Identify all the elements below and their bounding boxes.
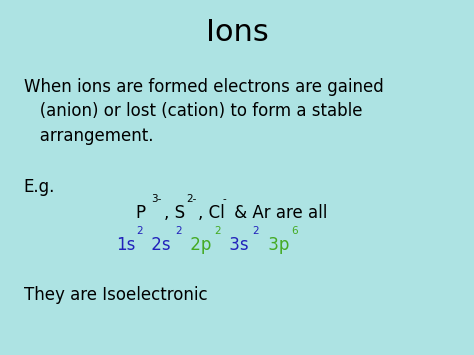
Text: & Ar are all: & Ar are all [229, 204, 328, 222]
Text: 3s: 3s [224, 236, 249, 254]
Text: When ions are formed electrons are gained
   (anion) or lost (cation) to form a : When ions are formed electrons are gaine… [24, 78, 383, 145]
Text: 2: 2 [214, 226, 220, 236]
Text: E.g.: E.g. [24, 178, 55, 196]
Text: , Cl: , Cl [198, 204, 225, 222]
Text: 2: 2 [136, 226, 143, 236]
Text: 3-: 3- [151, 194, 161, 204]
Text: P: P [135, 204, 145, 222]
Text: Ions: Ions [206, 18, 268, 47]
Text: 2s: 2s [146, 236, 171, 254]
Text: 2: 2 [253, 226, 259, 236]
Text: , S: , S [164, 204, 185, 222]
Text: They are Isoelectronic: They are Isoelectronic [24, 286, 207, 304]
Text: 2: 2 [175, 226, 182, 236]
Text: 1s: 1s [116, 236, 136, 254]
Text: 2p: 2p [185, 236, 212, 254]
Text: 3p: 3p [263, 236, 290, 254]
Text: -: - [223, 194, 227, 204]
Text: 6: 6 [292, 226, 298, 236]
Text: 2-: 2- [186, 194, 196, 204]
